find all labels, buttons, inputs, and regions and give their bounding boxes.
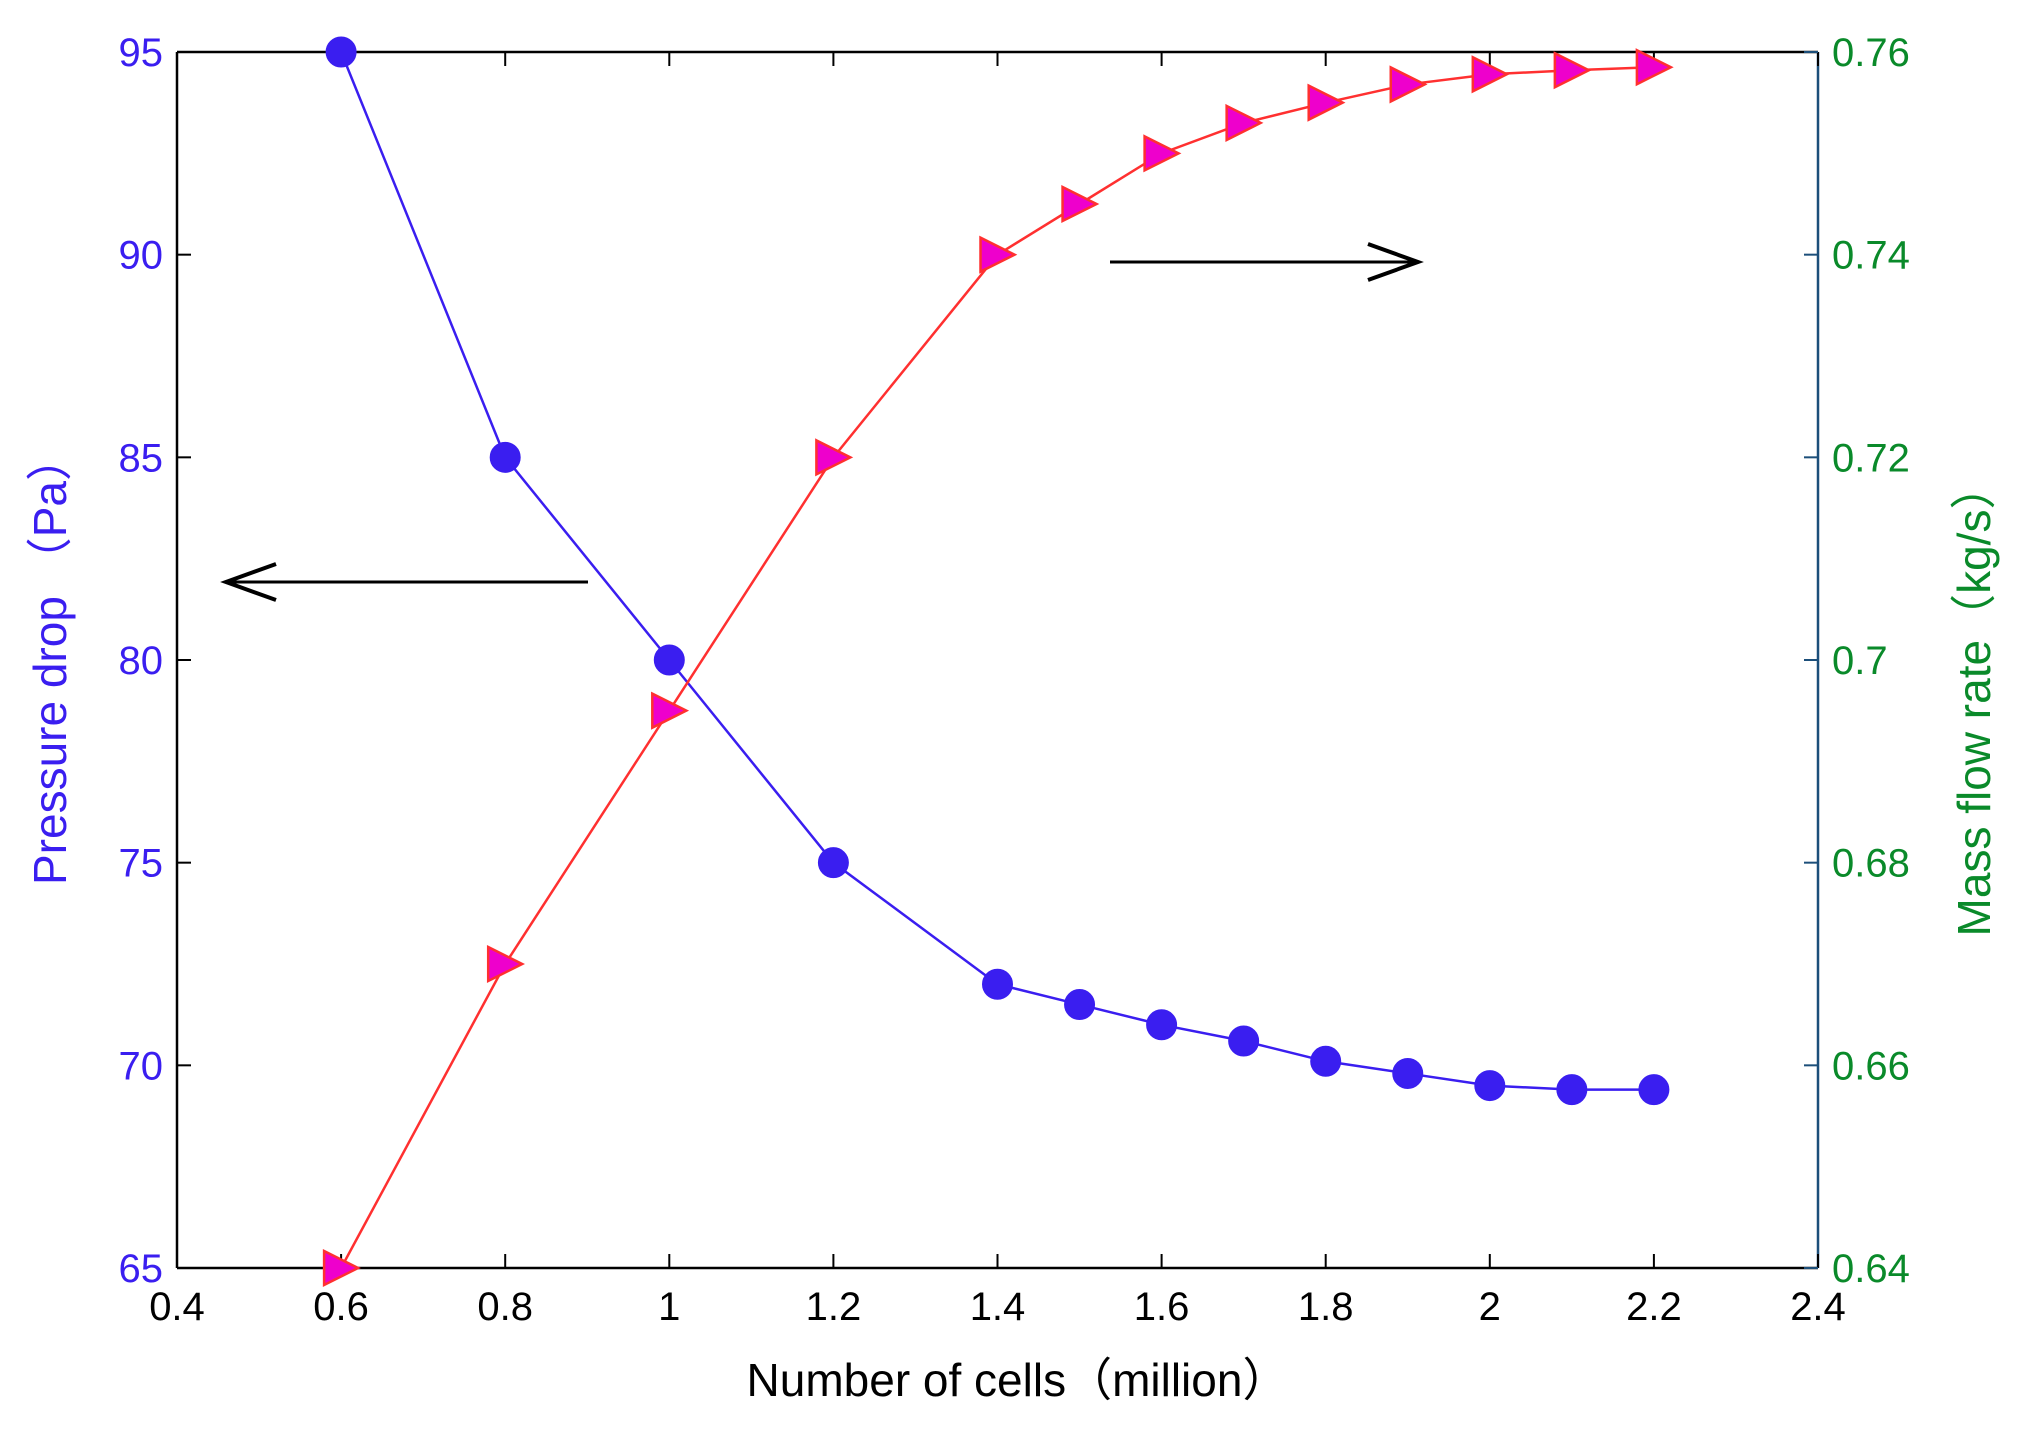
y-left-tick-label: 65 bbox=[119, 1247, 164, 1291]
data-point-mass-flow-rate bbox=[1061, 184, 1100, 224]
y-left-tick-label: 90 bbox=[119, 234, 164, 278]
data-point-pressure-drop bbox=[1064, 989, 1096, 1021]
axes-layer: 0.4 0.6 0.8 1 1.2 1.4 1.6 1.8 2 2.2 2.4 65 70 75 80 85 9… bbox=[119, 31, 1910, 1329]
arrow-right-annotation bbox=[1110, 242, 1424, 282]
y-left-tick-label: 85 bbox=[119, 436, 164, 480]
y-left-tick-label: 95 bbox=[119, 31, 164, 75]
x-tick-label: 0.4 bbox=[149, 1285, 205, 1329]
data-point-pressure-drop bbox=[489, 441, 521, 473]
data-point-pressure-drop bbox=[325, 36, 357, 68]
data-point-mass-flow-rate bbox=[1553, 51, 1592, 90]
data-point-mass-flow-rate bbox=[1143, 134, 1182, 173]
data-point-pressure-drop bbox=[1474, 1070, 1506, 1102]
x-tick-label: 1.8 bbox=[1298, 1285, 1354, 1329]
series-line-pressure-drop bbox=[339, 51, 1654, 1091]
data-point-mass-flow-rate bbox=[1471, 55, 1510, 94]
data-point-mass-flow-rate bbox=[1307, 83, 1346, 122]
y-axis-right-label: Mass flow rate（kg/s） bbox=[1948, 464, 2000, 937]
x-tick-label: 1.2 bbox=[806, 1285, 862, 1329]
x-tick-label: 1.4 bbox=[970, 1285, 1026, 1329]
data-point-mass-flow-rate bbox=[486, 944, 525, 984]
x-tick-label: 1.6 bbox=[1134, 1285, 1190, 1329]
x-axis-label: Number of cells（million） bbox=[747, 1354, 1289, 1406]
data-point-pressure-drop bbox=[1146, 1009, 1178, 1041]
data-point-mass-flow-rate bbox=[322, 1248, 361, 1288]
data-point-pressure-drop bbox=[1310, 1045, 1342, 1077]
series-layer bbox=[322, 36, 1674, 1288]
data-point-pressure-drop bbox=[1556, 1074, 1588, 1106]
data-point-mass-flow-rate bbox=[979, 235, 1018, 274]
x-tick-label: 0.6 bbox=[313, 1285, 369, 1329]
x-tick-label: 2 bbox=[1479, 1285, 1501, 1329]
x-tick-label: 2.4 bbox=[1790, 1285, 1846, 1329]
y-right-tick-label: 0.68 bbox=[1832, 842, 1910, 886]
y-axis-left-label: Pressure drop （Pa） bbox=[24, 435, 76, 885]
arrow-left-annotation bbox=[220, 562, 588, 602]
x-tick-label: 0.8 bbox=[477, 1285, 533, 1329]
annotation-layer bbox=[220, 242, 1424, 602]
y-left-tick-label: 80 bbox=[119, 639, 164, 683]
y-right-tick-label: 0.74 bbox=[1832, 234, 1910, 278]
y-right-tick-label: 0.66 bbox=[1832, 1044, 1910, 1088]
data-point-pressure-drop bbox=[1638, 1074, 1670, 1106]
data-point-pressure-drop bbox=[1228, 1025, 1260, 1057]
data-point-mass-flow-rate bbox=[1225, 103, 1264, 142]
y-left-tick-label: 75 bbox=[119, 842, 164, 886]
data-point-mass-flow-rate bbox=[1389, 65, 1428, 104]
x-tick-label: 2.2 bbox=[1626, 1285, 1682, 1329]
data-point-mass-flow-rate bbox=[815, 438, 854, 477]
data-point-mass-flow-rate bbox=[651, 691, 690, 730]
y-right-tick-label: 0.72 bbox=[1832, 436, 1910, 480]
data-point-pressure-drop bbox=[1392, 1057, 1424, 1089]
arrow-left-annotation-head bbox=[220, 562, 277, 602]
data-point-pressure-drop bbox=[817, 847, 849, 879]
y-right-tick-label: 0.64 bbox=[1832, 1247, 1910, 1291]
data-point-mass-flow-rate bbox=[1635, 48, 1674, 87]
y-left-tick-label: 70 bbox=[119, 1044, 164, 1088]
data-point-pressure-drop bbox=[982, 968, 1013, 1000]
data-point-pressure-drop bbox=[653, 644, 685, 676]
y-right-tick-label: 0.76 bbox=[1832, 31, 1910, 75]
x-tick-label: 1 bbox=[658, 1285, 680, 1329]
y-right-tick-label: 0.7 bbox=[1832, 639, 1888, 683]
arrow-right-annotation-head bbox=[1367, 242, 1424, 282]
